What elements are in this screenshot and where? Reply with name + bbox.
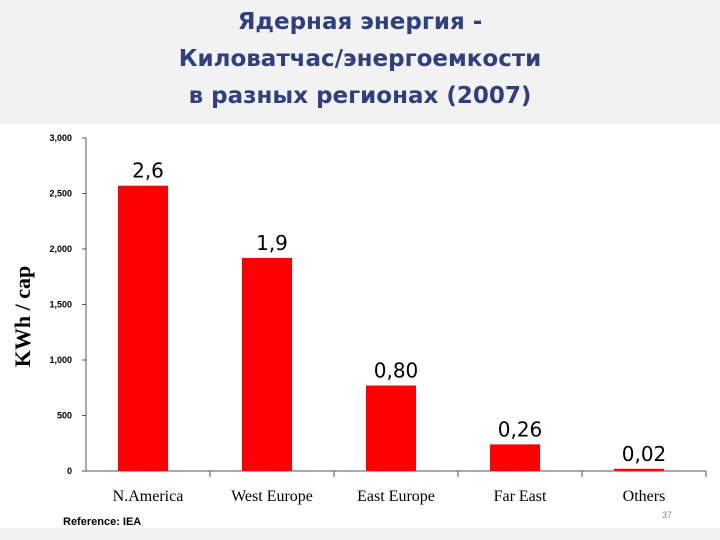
y-tick-label: 1,500: [49, 300, 72, 310]
bar-n-america: [118, 185, 168, 472]
data-label: 0,26: [498, 417, 543, 441]
y-tick-label: 2,500: [49, 189, 72, 199]
title-line-3: в разных регионах (2007): [188, 83, 532, 109]
bar-others: [614, 468, 664, 471]
reference-note: Reference: IEA: [63, 516, 142, 528]
data-label: 0,80: [374, 359, 419, 383]
slide-title: Ядерная энергия - Киловатчас/энергоемкос…: [0, 0, 720, 126]
chart-area: 0 500 1,000 1,500 2,000 2,500 3,000 KWh / cap N.…: [0, 124, 720, 528]
page-number: 37: [661, 510, 672, 520]
bar-west-europe: [242, 257, 292, 471]
y-tick-label: 500: [57, 411, 72, 421]
y-tick-label: 2,000: [49, 244, 72, 254]
data-label: 0,02: [622, 442, 667, 466]
footer: Reference: IEA 37: [0, 508, 720, 528]
y-axis-label: KWh / cap: [10, 266, 35, 367]
y-tick-label: 0: [67, 466, 72, 476]
data-label: 1,9: [256, 231, 288, 255]
x-tick-label: West Europe: [231, 488, 313, 505]
x-tick-label: Others: [623, 488, 666, 505]
y-tick-label: 3,000: [49, 133, 72, 143]
x-tick-label: East Europe: [357, 488, 435, 505]
x-tick-label: Far East: [494, 488, 547, 505]
x-tick-label: N.America: [113, 488, 184, 505]
bar-far-east: [490, 444, 540, 471]
bar-east-europe: [366, 385, 416, 471]
bar-chart: 0 500 1,000 1,500 2,000 2,500 3,000 KWh / cap N.…: [10, 133, 707, 505]
y-tick-label: 1,000: [49, 355, 72, 365]
data-label: 2,6: [132, 159, 164, 183]
title-line-2: Киловатчас/энергоемкости: [178, 46, 542, 72]
title-line-1: Ядерная энергия -: [237, 9, 483, 35]
